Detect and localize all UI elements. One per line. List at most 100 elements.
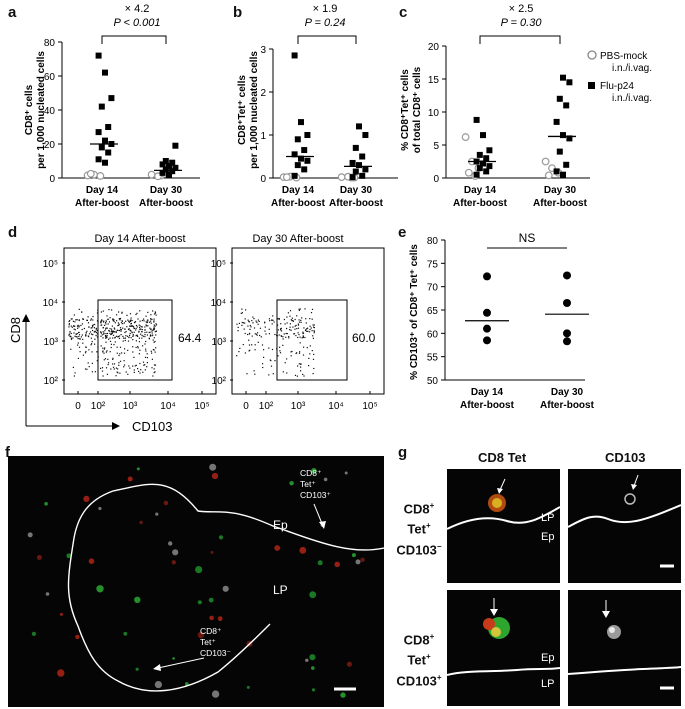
g-row1-l3-sup: − xyxy=(436,541,442,551)
micrograph-f-cell xyxy=(222,585,229,592)
flow-event xyxy=(78,326,80,328)
flow-event xyxy=(145,324,147,326)
flow-event xyxy=(88,349,90,351)
micrograph-f-cell xyxy=(311,468,317,474)
chart-a-point-flu xyxy=(166,163,172,170)
chart-a-point-pbs xyxy=(147,170,156,179)
flow-event xyxy=(147,319,149,321)
g-r1c2-boundary xyxy=(568,504,681,528)
flow-event xyxy=(72,320,74,322)
flow-event xyxy=(119,346,122,348)
flow-event xyxy=(247,319,249,321)
flow-event xyxy=(112,318,114,320)
flow-event xyxy=(253,327,256,329)
flow-event xyxy=(155,334,157,336)
flow-cytometry-panel: CD8 CD103 Day 14 After-boost 10²10³10⁴10… xyxy=(8,233,385,434)
legend: PBS-mock i.n./i.vag. Flu-p24 i.n./i.vag. xyxy=(587,50,652,104)
flow-event xyxy=(145,315,147,317)
flow-event xyxy=(117,329,119,331)
flow-event xyxy=(137,318,139,320)
flow-event xyxy=(248,339,250,341)
flow-event xyxy=(112,330,114,332)
flow-event xyxy=(112,320,114,322)
chart-e-point xyxy=(563,271,571,280)
flow-event xyxy=(88,326,90,328)
flow-event xyxy=(70,337,72,339)
flow-event xyxy=(123,360,125,362)
g-r2c1-ep-label: Ep xyxy=(541,652,555,664)
chart-c-point-pbs xyxy=(544,171,553,180)
flow-event xyxy=(258,320,260,322)
flow-event xyxy=(111,328,113,330)
flow-event xyxy=(287,312,289,314)
flow-event xyxy=(100,332,102,334)
flow-event xyxy=(313,353,315,355)
g-row1-l1: CD8 xyxy=(403,501,430,517)
flow-event xyxy=(270,360,272,362)
flow-event xyxy=(270,365,273,367)
micrograph-g-r1c1: LP Ep xyxy=(447,469,560,583)
flow-event xyxy=(70,336,72,338)
chart-e-point xyxy=(563,299,571,307)
chart-c-ytick-label: 20 xyxy=(428,42,440,53)
flow-event xyxy=(132,334,134,336)
flow-event xyxy=(311,330,313,332)
flow-event xyxy=(90,318,92,320)
chart-c-point-flu xyxy=(556,148,563,155)
chart-c-point-flu xyxy=(553,168,560,175)
flow-event xyxy=(75,333,77,335)
flow-event xyxy=(279,352,282,354)
micrograph-f-cell xyxy=(211,472,219,480)
chart-b-point-flu xyxy=(356,123,362,130)
flow-event xyxy=(102,327,104,329)
flow-event xyxy=(78,334,81,336)
flow-event xyxy=(246,373,248,375)
flow-plot-1-yticks: 10² 10³ 10⁴ 10⁵ xyxy=(43,259,65,387)
micrograph-f-cell xyxy=(346,661,352,667)
micrograph-f-cell xyxy=(168,541,173,546)
legend-item-2-line2: i.n./i.vag. xyxy=(612,93,652,104)
flow-event xyxy=(119,360,122,362)
chart-c-point-flu xyxy=(563,102,570,109)
chart-a-ylabel-2: per 1,000 nucleated cells xyxy=(36,51,47,169)
flow-event xyxy=(307,330,309,332)
flow-event xyxy=(298,321,301,323)
flow-event xyxy=(95,331,97,333)
chart-e-ytick-label: 70 xyxy=(427,283,439,294)
flow-event xyxy=(106,373,108,375)
flow-event xyxy=(151,335,153,337)
flow-event xyxy=(124,328,126,330)
chart-c-point-flu xyxy=(483,168,490,175)
chart-b-point-flu xyxy=(362,132,369,138)
g-row1-l2-sup: + xyxy=(425,521,431,531)
flow-event xyxy=(124,348,126,350)
chart-c-annotation-p: P = 0.30 xyxy=(501,17,543,29)
g-r1c2-arrow xyxy=(633,474,639,487)
flow-event xyxy=(122,337,125,339)
flow-event xyxy=(152,375,154,377)
flow-event xyxy=(76,336,78,338)
flow-event xyxy=(110,333,112,336)
chart-a-annotation-top: × 4.2 xyxy=(125,3,150,15)
micrograph-f-callout-pos-l3: CD103⁺ xyxy=(300,490,331,500)
flow-event xyxy=(153,328,155,330)
flow-event xyxy=(134,365,136,367)
flow-event xyxy=(113,319,115,321)
flow-event xyxy=(277,355,279,357)
flow-event xyxy=(236,323,238,325)
micrograph-f-cell xyxy=(309,591,317,599)
flow-event xyxy=(268,374,270,376)
flow-event xyxy=(311,318,313,320)
flow-event xyxy=(106,335,108,337)
flow-event xyxy=(249,349,251,351)
flow-event xyxy=(308,365,310,367)
flow-event xyxy=(110,330,113,332)
g-r1c1-overlay xyxy=(447,478,560,530)
flow-event xyxy=(248,333,250,335)
flow-event xyxy=(106,350,108,352)
micrograph-f-overlay xyxy=(27,463,384,698)
chart-c-yticks: 0 5 10 15 20 xyxy=(428,42,446,185)
flow-event xyxy=(91,371,93,373)
flow-event xyxy=(298,334,300,336)
flow-event xyxy=(105,351,107,353)
